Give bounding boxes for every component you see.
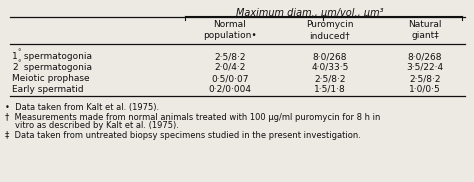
Text: †  Measurements made from normal animals treated with 100 μg/ml puromycin for 8 : † Measurements made from normal animals … [5,113,380,122]
Text: 3·5/22·4: 3·5/22·4 [406,63,444,72]
Text: 1: 1 [12,52,18,61]
Text: °: ° [17,49,20,55]
Text: °: ° [17,60,20,66]
Text: 4·0/33·5: 4·0/33·5 [311,63,349,72]
Text: •  Data taken from Kalt et al. (1975).: • Data taken from Kalt et al. (1975). [5,103,159,112]
Text: 2: 2 [12,63,18,72]
Text: 2·0/4·2: 2·0/4·2 [214,63,246,72]
Text: 0·2/0·004: 0·2/0·004 [209,85,252,94]
Text: spermatogonia: spermatogonia [21,63,92,72]
Text: ‡  Data taken from untreated biopsy specimens studied in the present investigati: ‡ Data taken from untreated biopsy speci… [5,131,361,140]
Text: 0·5/0·07: 0·5/0·07 [211,74,249,83]
Text: 1·0/0·5: 1·0/0·5 [409,85,441,94]
Text: Puromycin
induced†: Puromycin induced† [306,20,354,40]
Text: Early spermatid: Early spermatid [12,85,83,94]
Text: Maximum diam., μm/vol., μm³: Maximum diam., μm/vol., μm³ [236,8,384,18]
Text: 8·0/268: 8·0/268 [313,52,347,61]
Text: 1·5/1·8: 1·5/1·8 [314,85,346,94]
Text: spermatogonia: spermatogonia [21,52,92,61]
Text: vitro as described by Kalt et al. (1975).: vitro as described by Kalt et al. (1975)… [15,121,179,130]
Text: 2·5/8·2: 2·5/8·2 [214,52,246,61]
Text: Meiotic prophase: Meiotic prophase [12,74,90,83]
Text: 2·5/8·2: 2·5/8·2 [314,74,346,83]
Text: 8·0/268: 8·0/268 [408,52,442,61]
Text: Normal
population•: Normal population• [203,20,257,40]
Text: Natural
giant‡: Natural giant‡ [408,20,442,40]
Text: 2·5/8·2: 2·5/8·2 [409,74,441,83]
